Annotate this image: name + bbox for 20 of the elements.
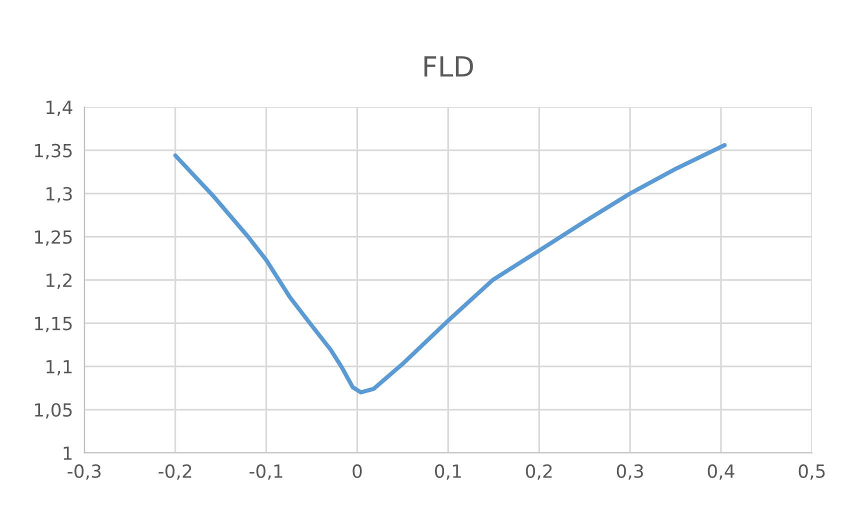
- y-tick-label: 1,25: [35, 230, 72, 246]
- y-tick-label: 1: [64, 446, 72, 460]
- x-tick-label: -0,3: [68, 464, 101, 480]
- x-tick-label: -0,2: [158, 464, 192, 480]
- y-tick-label: 1,4: [46, 100, 72, 116]
- y-tick-label: 1,05: [35, 403, 72, 419]
- x-tick-label: 0,2: [526, 464, 552, 480]
- line-series: [173, 143, 727, 394]
- y-tick-label: 1,2: [46, 273, 72, 289]
- chart-title: FLD: [424, 56, 473, 77]
- y-tick-label: 1,15: [35, 316, 72, 332]
- y-tick-label: 1,1: [46, 360, 72, 376]
- y-tick-label: 1,35: [35, 144, 72, 160]
- x-tick-label: 0,4: [708, 464, 734, 480]
- x-tick-label: 0,3: [616, 464, 643, 480]
- x-tick-label: 0: [352, 464, 362, 478]
- x-tick-label: -0,1: [250, 464, 282, 480]
- x-tick-label: 0,1: [435, 464, 461, 480]
- x-tick-label: 0,5: [798, 464, 825, 480]
- y-tick-label: 1,3: [46, 187, 72, 203]
